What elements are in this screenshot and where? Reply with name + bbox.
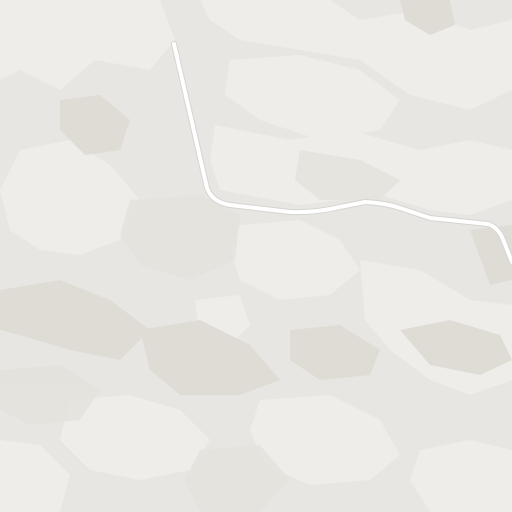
- terrain-blend: [120, 195, 240, 280]
- terrain-patch: [0, 140, 140, 255]
- terrain-patch: [60, 395, 210, 480]
- terrain-patch: [0, 440, 70, 512]
- terrain-blend: [185, 445, 290, 512]
- terrain-mid-layer: [0, 150, 400, 512]
- terrain-blend: [295, 150, 400, 200]
- terrain-shade: [140, 320, 280, 395]
- terrain-shade: [400, 0, 455, 35]
- terrain-patch: [0, 0, 175, 90]
- terrain-patch: [230, 220, 360, 300]
- terrain-patch: [250, 395, 400, 485]
- road[interactable]: [171, 41, 512, 265]
- terrain-blend: [0, 365, 100, 425]
- terrain-shade: [400, 320, 512, 375]
- terrain-patch: [410, 440, 512, 512]
- terrain-shade: [60, 95, 130, 155]
- terrain-patch: [225, 55, 400, 140]
- terrain-shade: [0, 280, 150, 360]
- road-line[interactable]: [172, 42, 512, 264]
- terrain-shade: [290, 325, 380, 380]
